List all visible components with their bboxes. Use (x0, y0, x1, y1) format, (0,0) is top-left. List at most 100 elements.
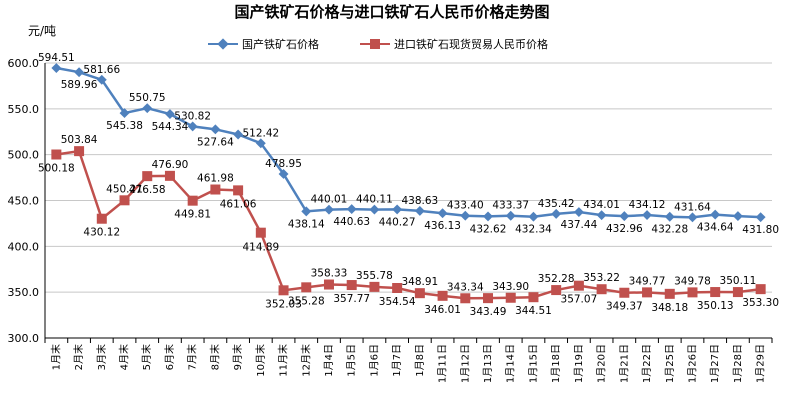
data-point-domestic (51, 63, 62, 73)
data-point-import (369, 281, 380, 292)
data-label-import: 348.91 (401, 276, 438, 288)
x-tick-label: 12月末 (299, 344, 312, 377)
data-label-domestic: 581.66 (83, 64, 120, 76)
data-label-domestic: 512.42 (242, 127, 279, 139)
data-label-import: 414.89 (242, 242, 279, 254)
y-tick-label: 450.0 (8, 195, 40, 208)
data-label-domestic: 432.28 (651, 224, 688, 236)
data-point-import (74, 146, 85, 157)
data-label-import: 500.18 (38, 163, 75, 175)
data-label-domestic: 434.12 (629, 199, 666, 211)
x-tick-label: 5月末 (140, 344, 153, 370)
data-point-import (460, 293, 471, 304)
x-tick-label: 2月末 (72, 344, 85, 370)
data-label-import: 349.37 (606, 301, 643, 313)
x-tick-label: 1月19日 (573, 344, 585, 383)
data-label-domestic: 431.80 (742, 224, 779, 236)
data-point-domestic (596, 210, 607, 221)
data-label-domestic: 478.95 (265, 158, 302, 170)
data-point-domestic (165, 109, 175, 119)
data-point-domestic (210, 124, 221, 135)
data-point-import (210, 184, 221, 195)
data-point-import (51, 149, 62, 160)
data-point-import (323, 279, 334, 290)
x-tick-label: 1月28日 (732, 344, 744, 383)
data-point-domestic (233, 129, 244, 140)
data-label-import: 352.28 (538, 273, 575, 285)
chart-title: 国产铁矿石价格与进口铁矿石人民币价格走势图 (234, 3, 549, 21)
data-point-domestic (96, 74, 107, 85)
data-point-import (96, 213, 107, 224)
data-point-domestic (642, 210, 652, 221)
data-point-domestic (187, 121, 198, 132)
data-point-import (278, 285, 289, 296)
data-point-domestic (301, 206, 312, 217)
x-tick-label: 1月11日 (437, 344, 449, 383)
data-label-import: 353.22 (583, 272, 620, 284)
data-point-import (687, 287, 698, 298)
data-label-import: 348.18 (651, 302, 688, 314)
data-point-domestic (551, 208, 562, 219)
data-point-import (346, 280, 357, 291)
plot-area: 300.0 350.0 400.0 450.0 500.0 550.0 600.0 1月末 2月… (8, 52, 780, 383)
data-label-domestic: 440.11 (356, 194, 393, 206)
y-tick-label: 550.0 (8, 103, 40, 116)
data-label-import: 357.07 (561, 294, 598, 306)
x-tick-label: 1月6日 (368, 344, 380, 377)
data-label-import: 349.78 (674, 275, 711, 287)
data-label-domestic: 432.96 (606, 223, 643, 235)
data-point-import (301, 282, 312, 293)
data-label-domestic: 544.34 (152, 121, 189, 133)
x-tick-label: 1月18日 (550, 344, 562, 383)
data-label-domestic: 550.75 (129, 92, 166, 104)
data-label-domestic: 545.38 (106, 120, 143, 132)
y-tick-label: 600.0 (8, 57, 40, 70)
data-point-domestic (528, 211, 539, 222)
legend-marker-domestic (217, 38, 229, 50)
data-point-domestic (505, 210, 516, 221)
y-axis-unit-label: 元/吨 (28, 24, 56, 38)
data-point-domestic (437, 208, 448, 219)
data-label-import: 430.12 (83, 227, 120, 239)
data-label-domestic: 527.64 (197, 136, 234, 148)
data-point-domestic (573, 207, 584, 217)
data-point-domestic (255, 138, 266, 149)
data-point-import (233, 185, 244, 196)
data-label-import: 343.90 (492, 281, 529, 293)
data-point-import (483, 293, 494, 304)
data-label-domestic: 435.42 (538, 198, 575, 210)
data-label-domestic: 440.27 (379, 216, 416, 228)
y-tick-label: 400.0 (8, 240, 40, 253)
legend-label-domestic: 国产铁矿石价格 (242, 37, 319, 51)
data-label-domestic: 433.40 (447, 200, 484, 212)
data-label-import: 503.84 (61, 134, 98, 146)
legend: 国产铁矿石价格 进口铁矿石现货贸易人民币价格 (208, 37, 548, 51)
data-point-import (414, 288, 425, 299)
data-point-import (732, 287, 743, 298)
data-label-import: 352.03 (265, 298, 302, 310)
legend-label-import: 进口铁矿石现货贸易人民币价格 (394, 37, 548, 51)
x-tick-label: 1月4日 (323, 344, 335, 377)
data-point-import (187, 195, 198, 206)
data-point-domestic (74, 67, 85, 78)
data-point-domestic (346, 204, 357, 215)
data-point-import (119, 195, 130, 206)
data-point-domestic (414, 205, 425, 216)
data-label-import: 357.77 (333, 293, 370, 305)
data-label-domestic: 432.62 (470, 223, 507, 235)
legend-item-import: 进口铁矿石现货贸易人民币价格 (360, 37, 548, 51)
y-tick-label: 500.0 (8, 149, 40, 162)
data-label-import: 355.78 (356, 270, 393, 282)
data-point-domestic (664, 211, 675, 222)
data-point-domestic (324, 204, 334, 215)
x-tick-label: 4月末 (118, 344, 131, 370)
legend-marker-import (370, 39, 380, 49)
data-label-import: 350.11 (720, 275, 757, 287)
x-tick-label: 1月22日 (641, 344, 653, 383)
data-label-domestic: 440.01 (311, 194, 348, 206)
x-tick-label: 1月7日 (391, 344, 403, 377)
data-point-import (142, 171, 153, 182)
data-point-import (437, 290, 448, 301)
x-tick-label: 1月末 (49, 344, 62, 370)
